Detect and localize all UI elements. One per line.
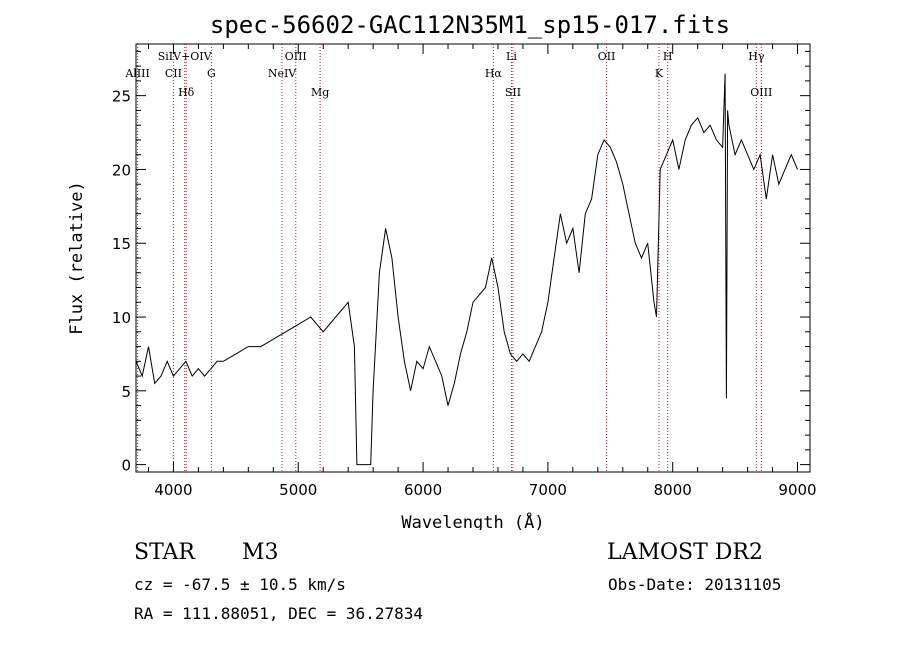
line-label-12: K (655, 67, 664, 80)
x-tick-label: 5000 (279, 481, 317, 499)
y-tick-label: 5 (121, 383, 131, 401)
x-axis-ticks: 4000 5000 6000 7000 8000 9000 (147, 44, 817, 499)
line-label-3: Hδ (178, 86, 195, 99)
line-label-5: NeIV (268, 67, 297, 80)
spectrum-line (135, 73, 798, 466)
line-label-9: Li (506, 50, 517, 63)
y-tick-label: 15 (112, 235, 131, 253)
line-label-15: OIII (750, 86, 772, 99)
spectral-line-markers (137, 44, 762, 472)
line-label-11: OII (598, 50, 616, 63)
x-tick-label: 7000 (529, 481, 567, 499)
x-tick-label: 6000 (404, 481, 442, 499)
line-label-14: Hγ (748, 50, 765, 63)
x-tick-label: 9000 (778, 481, 816, 499)
line-label-7: Mg (311, 86, 329, 99)
spectrum-chart: spec-56602-GAC112N35M1_sp15-017.fits AlI… (67, 11, 817, 530)
x-tick-label: 8000 (654, 481, 692, 499)
line-label-0: AlIII (124, 67, 150, 80)
y-tick-label: 25 (112, 88, 131, 106)
line-label-13: H (663, 50, 673, 63)
coordinates: RA = 111.88051, DEC = 36.27834 (134, 604, 423, 623)
x-tick-label: 4000 (154, 481, 192, 499)
plot-frame (135, 43, 811, 473)
observation-date: Obs-Date: 20131105 (608, 575, 782, 594)
y-tick-label: 0 (121, 457, 131, 475)
line-label-1: CII (165, 67, 182, 80)
object-subclass: M3 (242, 540, 279, 565)
chart-title: spec-56602-GAC112N35M1_sp15-017.fits (210, 11, 730, 39)
line-label-4: G (207, 67, 216, 80)
object-class: STAR (134, 540, 195, 565)
y-axis-label: Flux (relative) (67, 181, 87, 335)
y-axis-ticks: 0 5 10 15 20 25 (112, 50, 810, 475)
y-tick-label: 10 (112, 309, 131, 327)
line-label-6: OIII (285, 50, 307, 63)
line-label-10: SII (505, 86, 521, 99)
x-axis-label: Wavelength (Å) (401, 511, 544, 530)
redshift-cz: cz = -67.5 ± 10.5 km/s (134, 575, 346, 594)
line-label-8: Hα (485, 67, 503, 80)
y-tick-label: 20 (112, 161, 131, 179)
survey-name: LAMOST DR2 (607, 540, 763, 565)
line-label-2: SiIV+OIV (158, 50, 213, 63)
